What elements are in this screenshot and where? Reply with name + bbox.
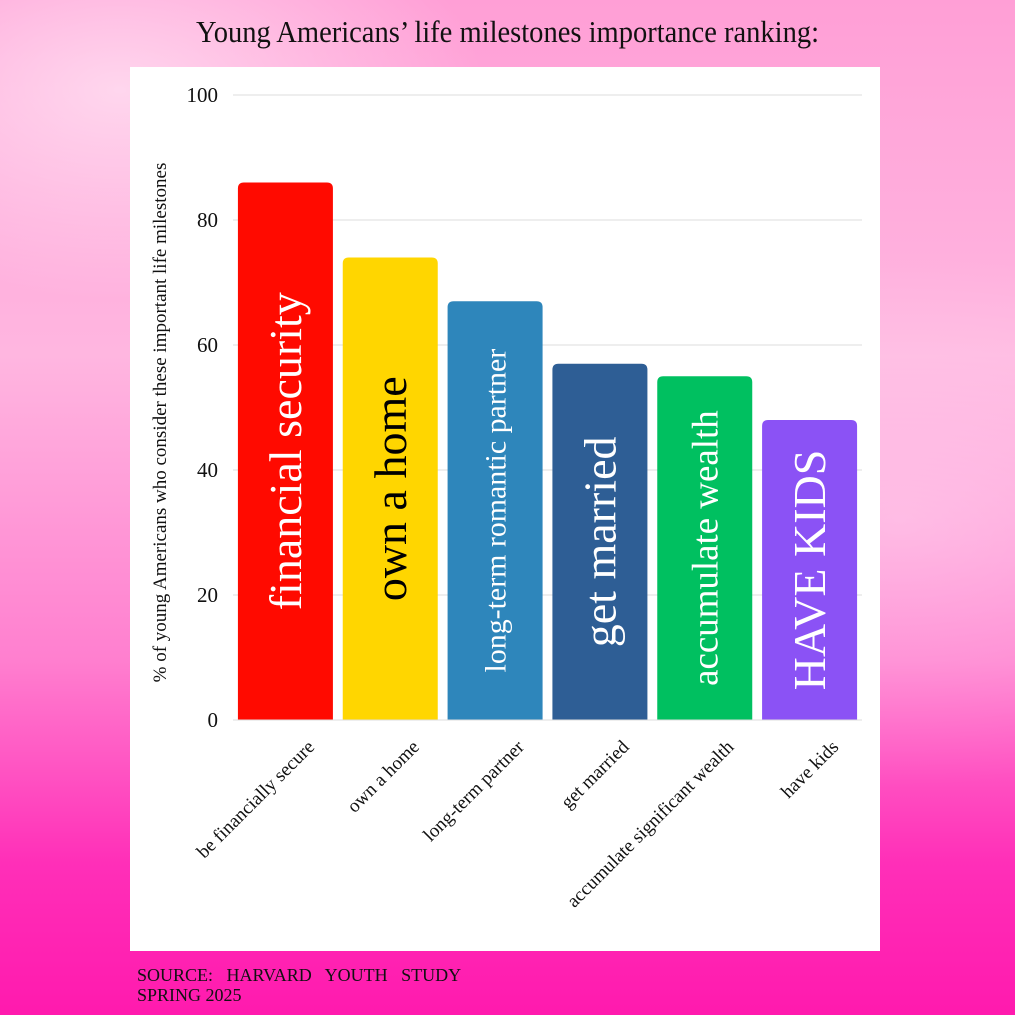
x-tick-label: get married bbox=[557, 736, 634, 813]
source-line-2: SPRING 2025 bbox=[137, 985, 461, 1005]
source-note: SOURCE: HARVARD YOUTH STUDY SPRING 2025 bbox=[137, 965, 461, 1005]
x-tick-label: be financially secure bbox=[193, 737, 319, 863]
y-tick-label: 0 bbox=[208, 708, 219, 732]
y-tick-label: 80 bbox=[197, 208, 218, 232]
bar-label: long-term romantic partner bbox=[479, 349, 512, 673]
y-tick-label: 100 bbox=[187, 83, 219, 107]
y-tick-label: 20 bbox=[197, 583, 218, 607]
x-tick-label: have kids bbox=[777, 737, 843, 803]
bar-chart: 0 20 40 60 80 100 % of young Americans who con… bbox=[130, 67, 880, 951]
x-tick-label: own a home bbox=[343, 737, 424, 818]
source-line-1: SOURCE: HARVARD YOUTH STUDY bbox=[137, 965, 461, 985]
chart-title: Young Americans’ life milestones importa… bbox=[41, 14, 975, 50]
bar-label: get married bbox=[575, 437, 626, 648]
bar-label: HAVE KIDS bbox=[784, 450, 835, 691]
x-tick-label: accumulate significant wealth bbox=[563, 736, 739, 912]
y-tick-label: 40 bbox=[197, 458, 218, 482]
bar-label: own a home bbox=[365, 376, 416, 601]
y-tick-label: 60 bbox=[197, 333, 218, 357]
y-axis-label: % of young Americans who consider these … bbox=[150, 163, 171, 683]
chart-panel: 0 20 40 60 80 100 % of young Americans who con… bbox=[130, 67, 880, 951]
bar-label: financial security bbox=[260, 292, 311, 610]
bar-label: accumulate wealth bbox=[684, 410, 725, 686]
x-tick-label: long-term partner bbox=[419, 736, 529, 846]
